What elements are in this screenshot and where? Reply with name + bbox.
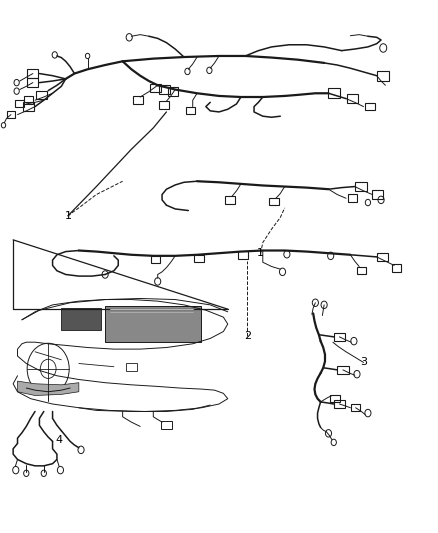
Bar: [186, 107, 195, 114]
Bar: [225, 196, 235, 204]
Bar: [126, 362, 137, 371]
Bar: [365, 103, 375, 110]
Bar: [330, 395, 340, 402]
Bar: [36, 91, 47, 99]
Text: 1: 1: [257, 248, 264, 258]
Bar: [159, 101, 169, 109]
Bar: [377, 253, 388, 261]
Bar: [27, 69, 38, 78]
Bar: [372, 190, 383, 199]
Bar: [348, 194, 357, 202]
Bar: [7, 111, 15, 118]
Bar: [269, 198, 279, 205]
Bar: [159, 85, 170, 94]
Text: 2: 2: [244, 331, 251, 341]
Bar: [15, 100, 24, 107]
Text: 3: 3: [360, 358, 367, 367]
Bar: [151, 256, 160, 263]
Bar: [328, 88, 340, 98]
Text: 1: 1: [64, 211, 71, 221]
Bar: [238, 251, 248, 259]
Polygon shape: [18, 381, 79, 395]
Bar: [24, 96, 33, 104]
Bar: [161, 421, 172, 430]
Bar: [150, 84, 161, 92]
Bar: [23, 102, 34, 111]
Bar: [61, 308, 101, 330]
Bar: [27, 78, 38, 87]
Bar: [357, 266, 366, 274]
Bar: [377, 71, 389, 81]
Text: 4: 4: [56, 435, 63, 445]
Bar: [105, 306, 201, 342]
Bar: [351, 404, 360, 411]
Bar: [194, 255, 204, 262]
Bar: [347, 94, 358, 103]
Bar: [355, 182, 367, 191]
Bar: [337, 366, 349, 374]
Bar: [133, 96, 143, 104]
Bar: [392, 264, 401, 272]
Bar: [334, 400, 345, 408]
Bar: [334, 333, 345, 341]
Bar: [167, 87, 179, 96]
